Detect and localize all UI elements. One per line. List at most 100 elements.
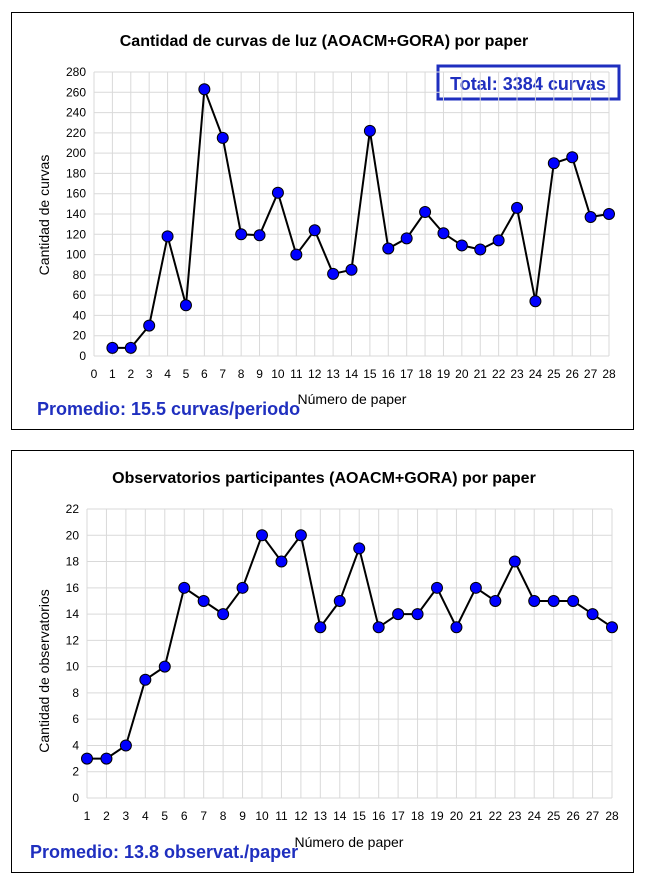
data-point [382, 242, 395, 255]
x-tick-label: 7 [200, 809, 207, 823]
x-tick-label: 26 [566, 367, 580, 381]
average-annotation: Promedio: 15.5 curvas/periodo [37, 399, 300, 419]
y-tick-label: 0 [79, 349, 86, 363]
x-tick-label: 20 [450, 809, 464, 823]
x-tick-label: 2 [127, 367, 134, 381]
x-tick-label: 12 [294, 809, 308, 823]
x-tick-label: 24 [528, 809, 542, 823]
x-tick-label: 8 [220, 809, 227, 823]
data-point [217, 608, 230, 621]
x-tick-label: 13 [326, 367, 340, 381]
data-point [431, 581, 443, 594]
data-point [198, 83, 211, 96]
x-axis-label: Número de paper [298, 391, 407, 407]
y-tick-label: 10 [66, 660, 80, 674]
data-point [586, 608, 599, 621]
data-point [139, 673, 152, 686]
data-point [327, 267, 340, 280]
data-point [489, 594, 502, 607]
x-tick-label: 27 [586, 809, 600, 823]
y-tick-label: 160 [66, 187, 86, 201]
x-tick-label: 20 [455, 367, 469, 381]
x-axis-label: Número de paper [295, 834, 404, 850]
chart-observatorios: Observatorios participantes (AOACM+GORA)… [30, 470, 619, 862]
x-tick-label: 21 [469, 809, 483, 823]
x-tick-label: 0 [91, 367, 98, 381]
data-point [567, 594, 580, 607]
data-point [197, 594, 210, 607]
data-point [119, 739, 132, 752]
data-point [474, 243, 487, 256]
total-annotation: Total: 3384 curvas [450, 74, 606, 94]
x-tick-label: 28 [605, 809, 619, 823]
data-point [275, 555, 288, 568]
chart-panel-observatorios: Observatorios participantes (AOACM+GORA)… [11, 450, 634, 873]
data-point [419, 205, 432, 218]
x-tick-label: 24 [529, 367, 543, 381]
x-tick-label: 28 [602, 367, 616, 381]
y-tick-label: 16 [66, 581, 80, 595]
x-tick-label: 8 [238, 367, 245, 381]
y-tick-label: 4 [72, 738, 79, 752]
x-tick-label: 3 [123, 809, 130, 823]
x-tick-label: 25 [547, 809, 561, 823]
y-tick-label: 80 [73, 268, 87, 282]
y-tick-label: 140 [66, 207, 86, 221]
data-point [271, 186, 284, 199]
data-point [100, 752, 113, 765]
x-tick-label: 16 [372, 809, 386, 823]
average-annotation: Promedio: 13.8 observat./paper [30, 842, 298, 862]
x-tick-label: 19 [437, 367, 451, 381]
x-tick-label: 18 [418, 367, 432, 381]
x-tick-label: 13 [314, 809, 328, 823]
y-tick-label: 120 [66, 227, 86, 241]
x-tick-label: 14 [333, 809, 347, 823]
y-tick-label: 22 [66, 502, 80, 516]
x-tick-label: 18 [411, 809, 425, 823]
data-point [314, 621, 327, 634]
x-tick-label: 14 [345, 367, 359, 381]
data-point [455, 239, 468, 252]
data-point [236, 581, 249, 594]
y-tick-label: 180 [66, 166, 86, 180]
x-tick-label: 26 [566, 809, 580, 823]
x-tick-label: 6 [201, 367, 208, 381]
data-point [106, 341, 119, 354]
data-point [584, 211, 597, 224]
x-tick-label: 10 [271, 367, 285, 381]
series-line [112, 88, 610, 349]
data-point [508, 555, 521, 568]
x-tick-label: 11 [290, 367, 303, 381]
data-point [345, 263, 358, 276]
data-point [400, 232, 413, 245]
data-point [256, 529, 268, 542]
data-point [161, 230, 174, 243]
x-tick-label: 15 [353, 809, 367, 823]
y-tick-label: 100 [66, 248, 86, 262]
x-tick-label: 23 [508, 809, 522, 823]
data-point [158, 660, 171, 673]
x-tick-label: 25 [547, 367, 561, 381]
data-point [124, 341, 137, 354]
data-point [606, 621, 618, 634]
data-point [235, 228, 248, 241]
x-tick-label: 3 [146, 367, 153, 381]
y-axis-label: Cantidad de curvas [36, 155, 52, 276]
x-tick-label: 9 [256, 367, 263, 381]
data-point [372, 621, 385, 634]
data-point [566, 151, 579, 164]
y-tick-label: 6 [72, 712, 79, 726]
data-point [253, 229, 266, 242]
data-point [603, 208, 615, 220]
x-tick-label: 22 [489, 809, 503, 823]
x-tick-label: 7 [219, 367, 226, 381]
data-point [547, 594, 560, 607]
x-tick-label: 15 [363, 367, 377, 381]
data-point [308, 224, 321, 237]
x-tick-label: 5 [161, 809, 168, 823]
y-tick-label: 60 [73, 288, 87, 302]
x-tick-label: 6 [181, 809, 188, 823]
y-tick-label: 12 [66, 633, 80, 647]
y-tick-label: 40 [73, 308, 87, 322]
x-tick-label: 12 [308, 367, 322, 381]
